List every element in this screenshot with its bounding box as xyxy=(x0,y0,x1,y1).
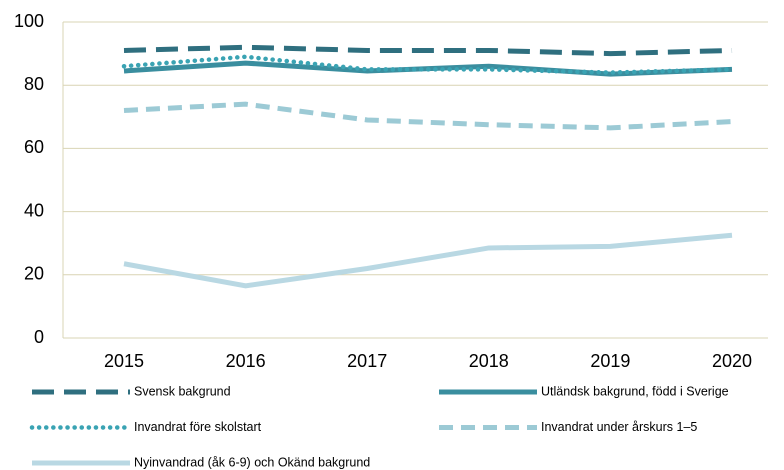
series-line xyxy=(123,232,733,289)
x-tick-label: 2016 xyxy=(226,351,266,371)
y-tick-label: 60 xyxy=(24,137,44,157)
legend-label: Nyinvandrad (åk 6-9) och Okänd bakgrund xyxy=(134,455,370,469)
y-tick-label: 100 xyxy=(14,11,44,31)
x-tick-label: 2015 xyxy=(104,351,144,371)
y-tick-label: 80 xyxy=(24,74,44,94)
x-tick-label: 2018 xyxy=(469,351,509,371)
y-tick-label: 0 xyxy=(34,327,44,347)
x-tick-label: 2017 xyxy=(347,351,387,371)
x-tick-label: 2019 xyxy=(590,351,630,371)
legend-label: Invandrat under årskurs 1–5 xyxy=(541,420,697,434)
x-tick-label: 2020 xyxy=(712,351,752,371)
series-line xyxy=(121,54,735,75)
legend-label: Svensk bakgrund xyxy=(134,384,231,398)
y-tick-label: 20 xyxy=(24,264,44,284)
legend-label: Utländsk bakgrund, född i Sverige xyxy=(541,384,729,398)
legend-label: Invandrat före skolstart xyxy=(134,420,262,434)
series-line xyxy=(123,44,733,57)
y-tick-label: 40 xyxy=(24,200,44,220)
series-line xyxy=(123,101,733,131)
